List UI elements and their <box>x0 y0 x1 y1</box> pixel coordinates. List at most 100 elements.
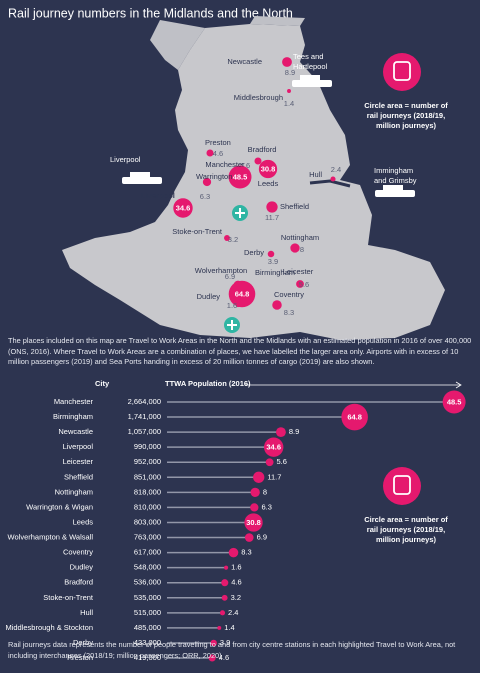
place-name: Warrington <box>196 172 232 181</box>
title: Rail journey numbers in the Midlands and… <box>8 6 293 20</box>
city-name: Bradford <box>64 578 93 587</box>
place-value: 2.4 <box>331 165 341 174</box>
place-name: Derby <box>244 248 264 257</box>
place-name: Leeds <box>258 179 279 188</box>
map-bubble <box>202 177 212 187</box>
map-bubble <box>290 243 300 253</box>
city-name: Hull <box>80 608 93 617</box>
ships <box>122 75 415 197</box>
population-label: 952,000 <box>134 457 161 466</box>
place-name: Dudley <box>197 292 221 301</box>
map-bubble <box>235 302 241 308</box>
city-name: Stoke-on-Trent <box>43 593 94 602</box>
map-legend: Circle area = number of <box>364 101 448 110</box>
city-name: Preston <box>67 653 93 662</box>
city-name: Wolverhampton & Walsall <box>8 533 94 542</box>
bubble <box>219 610 226 616</box>
population-label: 433,000 <box>134 638 161 647</box>
city-name: Derby <box>73 638 93 647</box>
city-name: Liverpool <box>63 442 94 451</box>
chart-legend: million journeys) <box>376 535 437 544</box>
map-bubble <box>272 300 282 310</box>
bubble-label: 2.4 <box>228 608 238 617</box>
place-name: Newcastle <box>227 57 262 66</box>
bubble-label: 8 <box>263 487 267 496</box>
bubble-label: 64.8 <box>347 413 362 422</box>
place-name: Coventry <box>274 290 304 299</box>
bubble <box>263 437 284 457</box>
bubble-label: 8.9 <box>289 427 299 436</box>
place-value: 1.4 <box>284 99 294 108</box>
map-bubble <box>228 165 252 189</box>
population-label: 763,000 <box>134 533 161 542</box>
bubble <box>275 427 286 438</box>
place-name: Wolverhampton <box>195 266 247 275</box>
place-value: 3.9 <box>268 257 278 266</box>
port-name: Tees and <box>293 52 323 61</box>
map-bubble <box>267 250 275 258</box>
footnote: Rail journeys data represents the number… <box>8 640 456 660</box>
city-name: Warrington & Wigan <box>26 502 93 511</box>
population-label: 536,000 <box>134 578 161 587</box>
bubble <box>250 487 260 498</box>
map-bubble <box>282 57 292 67</box>
place-name: Manchester <box>205 160 245 169</box>
bubble-label: 3.9 <box>220 638 230 647</box>
bubble-label: 3.2 <box>231 593 241 602</box>
place-value: 34.6 <box>176 203 191 212</box>
description: The places included on this map are Trav… <box>8 336 472 366</box>
place-name: Sheffield <box>280 202 309 211</box>
bubble <box>253 471 265 483</box>
bubble-label: 34.6 <box>266 443 281 452</box>
population-label: 419,000 <box>134 653 161 662</box>
city-name: Newcastle <box>58 427 93 436</box>
place-value: 4.6 <box>240 161 250 170</box>
population-label: 2,664,000 <box>128 397 161 406</box>
population-label: 851,000 <box>134 472 161 481</box>
bubble <box>250 503 259 512</box>
arrow-head <box>455 381 462 389</box>
bubble <box>208 654 216 662</box>
place-value: 4.6 <box>213 149 223 158</box>
bubble-label: 1.6 <box>231 563 241 572</box>
map-legend: rail journeys (2018/19, <box>367 111 445 120</box>
bubble-label: 6.9 <box>257 533 267 542</box>
chart-legend: Circle area = number of <box>364 515 448 524</box>
place-value: 48.5 <box>233 172 248 181</box>
population-label: 990,000 <box>134 442 161 451</box>
scotland <box>150 16 305 70</box>
population-label: 810,000 <box>134 502 161 511</box>
bubble <box>442 390 466 414</box>
port-name: Hartlepool <box>293 62 328 71</box>
map-bubble <box>296 280 304 288</box>
port-name: Immingham <box>374 166 413 175</box>
bubble-label: 48.5 <box>447 397 462 406</box>
category-header: City <box>95 379 110 388</box>
bubble <box>223 565 229 570</box>
city-name: Manchester <box>54 397 94 406</box>
place-value: 6.3 <box>200 192 210 201</box>
place-value: 5.6 <box>299 280 309 289</box>
bubble <box>341 403 368 431</box>
bubble <box>221 579 229 587</box>
place-name: Preston <box>205 138 231 147</box>
place-value: 8.9 <box>285 68 295 77</box>
bubble <box>244 513 263 532</box>
place-name: Stoke-on-Trent <box>172 227 223 236</box>
city-name: Middlesbrough & Stockton <box>5 623 93 632</box>
bubble-label: 6.3 <box>261 502 271 511</box>
place-value: 3.2 <box>228 235 238 244</box>
map-bubble <box>266 201 278 213</box>
place-value: 30.8 <box>261 164 276 173</box>
airports <box>224 205 248 333</box>
population-label: 1,057,000 <box>128 427 161 436</box>
population-label: 617,000 <box>134 548 161 557</box>
place-value: 1.6 <box>227 301 237 310</box>
map-bubble <box>224 235 230 241</box>
bubble-label: 4.6 <box>231 578 241 587</box>
bubble <box>221 594 228 601</box>
humber <box>309 179 351 188</box>
population-label: 535,000 <box>134 593 161 602</box>
